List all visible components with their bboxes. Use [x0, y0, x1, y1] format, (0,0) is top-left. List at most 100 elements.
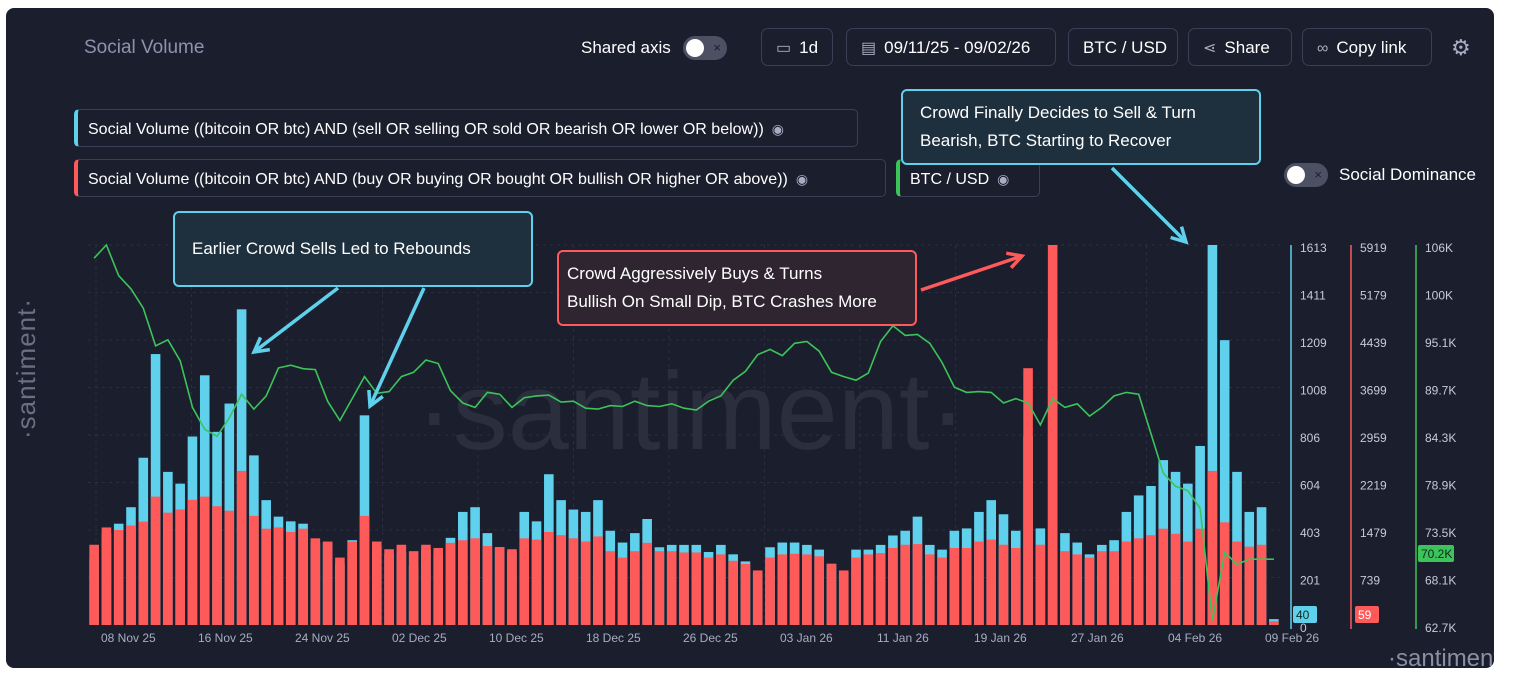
annotation-arrow: [368, 287, 426, 407]
close-icon: ×: [1314, 167, 1322, 182]
axis-tick-sell: 604: [1300, 479, 1320, 493]
bar-buy: [605, 551, 616, 625]
bar-buy: [912, 544, 923, 625]
share-button[interactable]: ⋖ Share: [1188, 28, 1292, 66]
bar-buy: [175, 509, 185, 625]
axis-tick-sell: 806: [1300, 431, 1320, 445]
bar-buy: [1195, 528, 1205, 625]
axis-tick-buy: 739: [1360, 574, 1380, 588]
bar-buy: [1158, 528, 1169, 625]
toggle-knob: [686, 39, 704, 57]
x-tick-label: 08 Nov 25: [101, 631, 156, 645]
bar-buy: [236, 470, 247, 625]
bar-buy: [519, 538, 530, 625]
date-range-button[interactable]: ▤ 09/11/25 - 09/02/26: [846, 28, 1056, 66]
axis-tick-buy: 4439: [1360, 336, 1387, 350]
eye-icon[interactable]: ◉: [997, 171, 1010, 187]
share-label: Share: [1224, 38, 1270, 57]
chart-panel: Social Volume Shared axis × ▭ 1d ▤ 09/11/2…: [6, 8, 1494, 668]
axis-tick-btc: 68.1K: [1425, 574, 1456, 588]
bar-buy: [212, 506, 222, 625]
copy-link-button[interactable]: ∞ Copy link: [1302, 28, 1432, 66]
btc-line: [93, 243, 1274, 621]
pair-button[interactable]: BTC / USD: [1068, 28, 1178, 66]
bar-buy: [89, 544, 99, 625]
axis-tick-btc: 73.5K: [1425, 526, 1456, 540]
bar-buy: [900, 544, 910, 625]
axis-tick-sell: 1411: [1300, 289, 1326, 303]
axis-tick-sell: 201: [1300, 574, 1320, 588]
bar-buy: [261, 528, 271, 625]
axes: 1613 1411 1209 1008 806 604 403 201 0 5919 5179 443…: [101, 241, 1456, 645]
bar-buy: [863, 554, 874, 625]
x-tick-label: 18 Dec 25: [586, 631, 641, 645]
bar-buy: [789, 553, 800, 625]
current-value-text: 70.2K: [1421, 547, 1452, 561]
annotation-arrow: [920, 254, 1023, 292]
bar-buy: [371, 541, 382, 625]
bar-buy: [224, 510, 235, 625]
bar-buy: [1133, 538, 1144, 625]
arrow-head: [1170, 226, 1189, 245]
eye-icon[interactable]: ◉: [771, 121, 784, 137]
social-dominance-toggle[interactable]: ×: [1284, 163, 1328, 187]
link-icon: ∞: [1317, 40, 1329, 57]
pair-label: BTC / USD: [1083, 38, 1168, 57]
bar-sell: [150, 354, 161, 625]
bar-buy: [765, 557, 775, 625]
current-value-sell: 40: [1293, 606, 1317, 623]
share-icon: ⋖: [1203, 40, 1217, 57]
bar-buy: [335, 557, 345, 625]
eye-icon[interactable]: ◉: [795, 171, 809, 187]
axis-tick-btc: 84.3K: [1425, 431, 1456, 445]
legend-label: Social Volume ((bitcoin OR btc) AND (sel…: [88, 121, 764, 138]
bar-buy: [482, 546, 493, 625]
axis-tick-buy: 5179: [1360, 289, 1387, 303]
interval-label: 1d: [799, 38, 819, 57]
x-tick-label: 11 Jan 26: [877, 631, 929, 645]
bar-buy: [1146, 535, 1156, 625]
bar-buy: [568, 538, 579, 625]
bar-buy: [580, 541, 591, 625]
axis-tick-buy: 5919: [1360, 241, 1387, 255]
watermark-side: ·santiment·: [11, 297, 42, 440]
interval-button[interactable]: ▭ 1d: [761, 28, 833, 66]
bar-buy: [1256, 544, 1267, 625]
legend-buy-series[interactable]: Social Volume ((bitcoin OR btc) AND (buy…: [74, 159, 886, 197]
bar-buy: [1060, 551, 1070, 625]
bar-buy: [1207, 470, 1218, 625]
bar-buy: [703, 557, 714, 625]
annotation-earlier-sells: Earlier Crowd Sells Led to Rebounds: [173, 211, 533, 287]
bar-buy: [1269, 621, 1279, 625]
bar-buy: [752, 570, 763, 625]
annotation-text-line1: Crowd Finally Decides to Sell & Turn: [920, 103, 1196, 122]
bar-buy: [1011, 547, 1021, 625]
bar-buy: [396, 544, 407, 625]
bar-buy: [1023, 368, 1033, 625]
current-value-bg: [1293, 606, 1317, 623]
axis-tick-buy: 2959: [1360, 431, 1387, 445]
bar-buy: [716, 554, 726, 625]
x-tick-label: 10 Dec 25: [489, 631, 544, 645]
bar-buy: [666, 551, 677, 625]
legend-label: Social Volume ((bitcoin OR btc) AND (buy…: [88, 171, 788, 188]
bar-buy: [593, 536, 603, 625]
bar-buy: [199, 496, 210, 625]
shared-axis-toggle[interactable]: ×: [683, 36, 727, 60]
bar-buy: [1232, 541, 1242, 625]
page-title: Social Volume: [84, 37, 205, 58]
axis-tick-sell: 1613: [1300, 241, 1327, 255]
bar-buy: [642, 542, 652, 625]
legend-sell-series[interactable]: Social Volume ((bitcoin OR btc) AND (sel…: [74, 109, 858, 147]
bar-buy: [728, 560, 738, 625]
x-tick-label: 03 Jan 26: [780, 631, 833, 645]
axis-tick-btc: 89.7K: [1425, 384, 1456, 398]
current-value-text: 59: [1358, 608, 1372, 622]
current-value-bg: [1418, 545, 1454, 562]
bar-buy: [285, 531, 296, 625]
watermark-corner: ·santiment·: [1388, 645, 1494, 668]
x-tick-label: 16 Nov 25: [198, 631, 253, 645]
gear-icon[interactable]: ⚙: [1451, 35, 1471, 60]
annotation-aggressive-buys: Crowd Aggressively Buys & Turns Bullish …: [557, 250, 917, 326]
bar-buy: [163, 512, 173, 625]
